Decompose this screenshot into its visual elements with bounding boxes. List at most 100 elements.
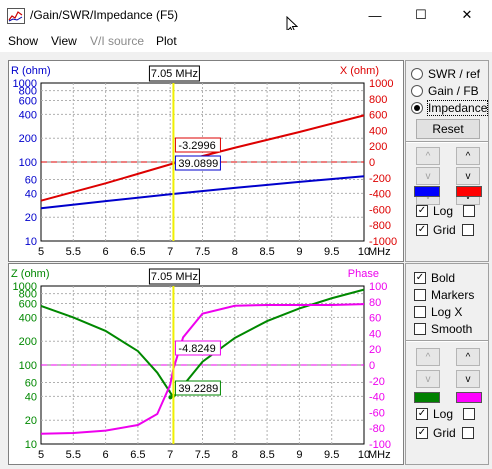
menu-view[interactable]: View xyxy=(51,34,77,48)
left-axis-up-button[interactable]: ^ xyxy=(416,348,440,366)
logx-checkbox-row[interactable]: Log X xyxy=(414,305,462,319)
left-tick-label: 100 xyxy=(19,157,37,169)
option-impedance[interactable]: Impedance xyxy=(411,100,489,116)
left-log-checkbox[interactable]: ✓ xyxy=(416,408,428,420)
left-tick-label: 60 xyxy=(25,378,37,390)
menu-show[interactable]: Show xyxy=(8,34,39,48)
right-tick-label: -60 xyxy=(369,407,385,419)
right-axis-up-button[interactable]: ^ xyxy=(456,147,480,165)
option-gain-fb-label: Gain / FB xyxy=(428,84,479,98)
right-series-color-swatch[interactable] xyxy=(456,392,482,403)
right-grid-checkbox[interactable] xyxy=(461,427,474,439)
readout-box xyxy=(174,380,221,396)
title-bar: /Gain/SWR/Impedance (F5) — ☐ ✕ xyxy=(0,0,492,34)
left-axis-down-button[interactable]: v xyxy=(416,167,440,185)
x-tick-label: 5 xyxy=(38,449,44,461)
left-log-checkbox[interactable]: ✓ xyxy=(416,205,428,217)
x-tick-label: 5.5 xyxy=(66,449,81,461)
bold-checkbox[interactable]: ✓ xyxy=(414,272,426,284)
logx-checkbox[interactable] xyxy=(414,306,426,318)
x-tick-label: 9 xyxy=(296,449,302,461)
menu-vi-source: V/I source xyxy=(90,34,145,48)
option-gain-fb[interactable]: Gain / FB xyxy=(411,84,479,98)
left-tick-label: 20 xyxy=(25,415,37,427)
readout-box xyxy=(174,137,221,153)
x-tick-label: 6.5 xyxy=(130,246,145,258)
menu-bar: Show View V/I source Plot xyxy=(0,30,492,52)
right-tick-label: -800 xyxy=(369,220,391,232)
grid-checkbox-row[interactable]: ✓ Grid xyxy=(416,426,479,440)
x-tick-label: 5 xyxy=(38,246,44,258)
right-axis-down-button[interactable]: v xyxy=(456,370,480,388)
x-tick-label: 7 xyxy=(167,449,173,461)
left-tick-label: 1000 xyxy=(13,78,37,90)
impedance-z-phase-chart[interactable]: 5 5.5 6 6.5 7 7.5 8 8.5 9 9.5 10MHz100080060040020… xyxy=(8,263,404,465)
right-tick-label: 0 xyxy=(369,360,375,372)
left-axis-up-button[interactable]: ^ xyxy=(416,147,440,165)
markers-checkbox[interactable] xyxy=(414,289,426,301)
x-tick-label: 6.5 xyxy=(130,449,145,461)
x-axis-label: MHz xyxy=(368,246,391,258)
right-grid-checkbox[interactable] xyxy=(461,224,474,236)
menu-plot[interactable]: Plot xyxy=(156,34,177,48)
log-checkbox-row[interactable]: ✓ Log xyxy=(416,204,480,218)
right-log-checkbox[interactable] xyxy=(463,205,476,217)
left-axis-label: Z (ohm) xyxy=(11,268,50,280)
x-tick-label: 10 xyxy=(358,449,370,461)
right-axis-down-button[interactable]: v xyxy=(456,167,480,185)
left-series-color-swatch[interactable] xyxy=(414,392,440,403)
maximize-button[interactable]: ☐ xyxy=(415,7,427,22)
close-button[interactable]: ✕ xyxy=(461,7,473,22)
top-control-panel: SWR / ref Gain / FB Impedance Reset ^ ^ … xyxy=(405,60,489,262)
right-tick-label: -200 xyxy=(369,173,391,185)
left-tick-label: 200 xyxy=(19,336,37,348)
x-axis-label: MHz xyxy=(368,449,391,461)
window-title: /Gain/SWR/Impedance (F5) xyxy=(30,8,179,22)
smooth-checkbox[interactable] xyxy=(414,323,426,335)
minimize-button[interactable]: — xyxy=(368,7,382,23)
right-tick-label: 20 xyxy=(369,344,381,356)
left-axis-down-button[interactable]: v xyxy=(416,370,440,388)
left-tick-label: 1000 xyxy=(13,281,37,293)
x-tick-label: 7.5 xyxy=(195,449,210,461)
readout-value: -4.8249 xyxy=(178,343,215,355)
right-tick-label: -1000 xyxy=(369,236,397,248)
right-tick-label: -80 xyxy=(369,423,385,435)
right-series-color-swatch[interactable] xyxy=(456,186,482,197)
left-series-color-swatch[interactable] xyxy=(414,186,440,197)
x-tick-label: 6 xyxy=(103,246,109,258)
bold-checkbox-row[interactable]: ✓ Bold xyxy=(414,271,455,285)
right-tick-label: 100 xyxy=(369,281,387,293)
left-grid-checkbox[interactable]: ✓ xyxy=(416,427,428,439)
right-log-checkbox[interactable] xyxy=(463,408,476,420)
left-tick-label: 400 xyxy=(19,109,37,121)
smooth-label: Smooth xyxy=(431,322,473,336)
right-axis-label: Phase xyxy=(348,268,379,280)
option-swr-ref-label: SWR / ref xyxy=(428,67,481,81)
impedance-r-x-chart[interactable]: 5 5.5 6 6.5 7 7.5 8 8.5 9 9.5 10MHz100080060040020… xyxy=(8,60,404,262)
x-tick-label: 8.5 xyxy=(259,449,274,461)
reset-button[interactable]: Reset xyxy=(416,119,480,139)
left-series-line xyxy=(40,175,365,210)
log-checkbox-row[interactable]: ✓ Log xyxy=(416,407,480,421)
x-tick-label: 10 xyxy=(358,246,370,258)
radio-gain-fb[interactable] xyxy=(411,85,423,97)
log-label: Log xyxy=(433,204,454,218)
readout-value: 39.0899 xyxy=(178,158,218,170)
radio-swr-ref[interactable] xyxy=(411,68,423,80)
left-grid-checkbox[interactable]: ✓ xyxy=(416,224,428,236)
option-swr-ref[interactable]: SWR / ref xyxy=(411,67,480,81)
left-tick-label: 800 xyxy=(19,86,37,98)
markers-checkbox-row[interactable]: Markers xyxy=(414,288,474,302)
right-axis-up-button[interactable]: ^ xyxy=(456,348,480,366)
smooth-checkbox-row[interactable]: Smooth xyxy=(414,322,472,336)
radio-impedance[interactable] xyxy=(411,102,423,114)
left-tick-label: 200 xyxy=(19,133,37,145)
left-axis-label: R (ohm) xyxy=(11,65,51,77)
grid-checkbox-row[interactable]: ✓ Grid xyxy=(416,223,479,237)
cursor-frequency-label: 7.05 MHz xyxy=(151,271,198,283)
left-tick-label: 20 xyxy=(25,212,37,224)
left-tick-label: 600 xyxy=(19,96,37,108)
right-tick-label: 80 xyxy=(369,297,381,309)
minimum-marker xyxy=(168,395,173,400)
